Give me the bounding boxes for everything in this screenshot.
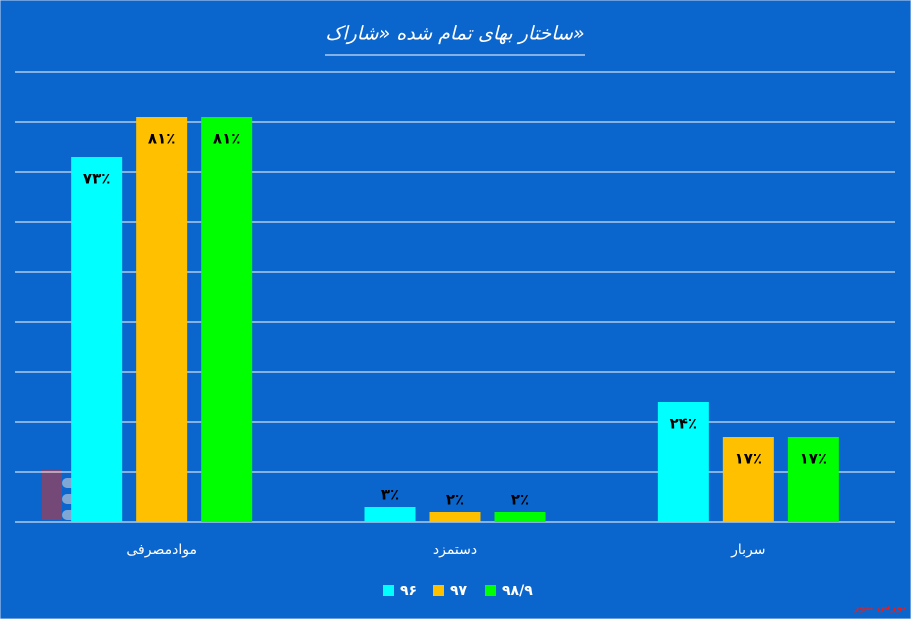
bar	[201, 117, 253, 522]
logo-shape	[42, 470, 62, 520]
data-label: ۲۴٪	[670, 415, 697, 433]
bar	[136, 117, 188, 522]
data-label: ۲٪	[511, 491, 529, 509]
x-tick-label: سربار	[730, 542, 765, 558]
bar	[657, 402, 709, 522]
data-label: ۷۳٪	[83, 170, 110, 188]
legend-swatch	[433, 585, 444, 596]
legend-label: ۹۸/۹	[502, 583, 533, 599]
legend-swatch	[383, 585, 394, 596]
data-label: ۲٪	[446, 491, 464, 509]
chart-title: ساختار بهای تمام شده «شاراک»	[325, 23, 584, 45]
data-label: ۱۷٪	[735, 450, 762, 468]
data-label: ۳٪	[381, 486, 399, 504]
bar	[787, 437, 839, 522]
x-tick-label: موادمصرفی	[126, 542, 197, 558]
x-tick-label: دستمزد	[433, 542, 477, 558]
data-label: ۸۱٪	[148, 130, 175, 148]
watermark: بورس نیوز	[853, 602, 907, 613]
bar	[429, 512, 481, 522]
legend-label: ۹۷	[450, 583, 468, 599]
legend-swatch	[485, 585, 496, 596]
bar	[364, 507, 416, 522]
data-label: ۱۷٪	[800, 450, 827, 468]
bar	[494, 512, 546, 522]
bar	[722, 437, 774, 522]
bar	[71, 157, 123, 522]
legend-label: ۹۶	[400, 583, 417, 599]
data-label: ۸۱٪	[213, 130, 240, 148]
